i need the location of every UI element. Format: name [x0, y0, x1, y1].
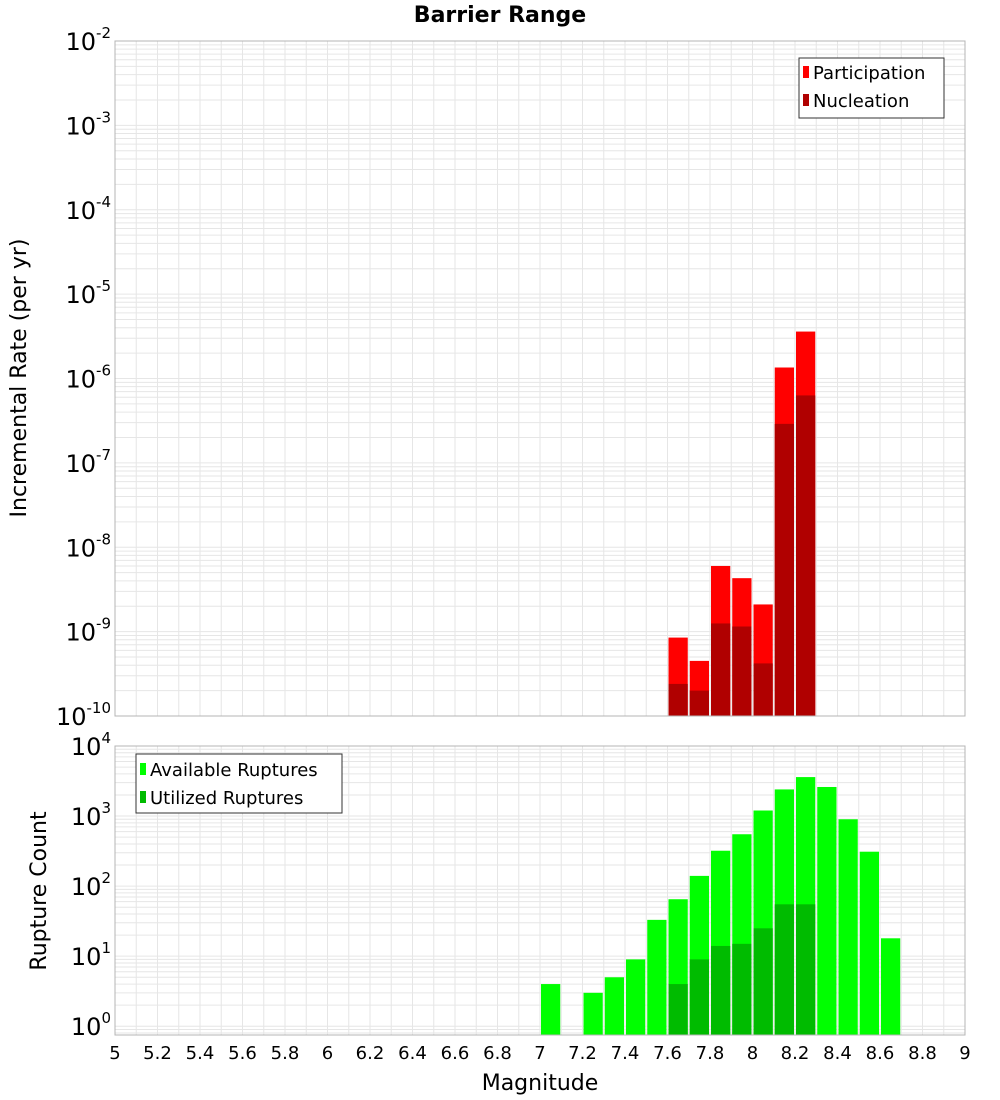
x-tick-label: 8.8: [908, 1043, 937, 1064]
x-tick-label: 6.8: [483, 1043, 512, 1064]
top-y-tick-label: 10-6: [65, 362, 111, 394]
bottom-bar-utilized-ruptures: [753, 928, 773, 1035]
legend-label-nucleation: Nucleation: [813, 91, 909, 112]
bottom-plot-frame: [114, 745, 966, 1036]
bottom-bar-available-ruptures: [541, 984, 561, 1035]
x-tick-label: 8.4: [823, 1043, 852, 1064]
bottom-y-tick-label: 101: [71, 939, 111, 971]
top-y-tick-label: 10-8: [65, 530, 111, 562]
top-y-tick-labels: 10-10 10-9 10-8 10-7 10-6 10-5 10-4 10-3 10-2: [56, 24, 111, 731]
bottom-bar-utilized-ruptures: [732, 943, 752, 1035]
top-y-tick-label: 10-4: [65, 193, 111, 225]
x-tick-label: 6.6: [441, 1043, 470, 1064]
x-tick-label: 7.2: [568, 1043, 597, 1064]
top-y-tick-label: 10-3: [65, 108, 111, 140]
bottom-bar-available-ruptures: [604, 977, 624, 1035]
bottom-bar-available-ruptures: [817, 786, 837, 1035]
legend-swatch-participation: [803, 66, 809, 78]
x-tick-label: 6.4: [398, 1043, 427, 1064]
bottom-bar-utilized-ruptures: [711, 945, 731, 1035]
top-bar-nucleation: [711, 623, 731, 716]
top-plot-bars: [668, 331, 816, 716]
top-y-tick-label: 10-10: [56, 699, 111, 731]
legend-swatch-available: [140, 763, 146, 775]
top-bar-nucleation: [689, 690, 709, 716]
bottom-bar-available-ruptures: [859, 851, 879, 1035]
x-tick-label: 7.4: [611, 1043, 640, 1064]
bottom-y-axis-title: Rupture Count: [27, 811, 52, 971]
bottom-y-tick-label: 104: [71, 729, 111, 761]
top-legend: Participation Nucleation: [798, 57, 945, 119]
x-tick-label: 7.6: [653, 1043, 682, 1064]
x-tick-label: 8.6: [866, 1043, 895, 1064]
bottom-bar-available-ruptures: [647, 919, 667, 1035]
x-tick-labels: 5 5.2 5.4 5.6 5.8 6 6.2 6.4 6.6 6.8 7 7.2 7.4 7.6 7.8 8…: [109, 1043, 970, 1064]
legend-swatch-nucleation: [803, 94, 809, 106]
top-bar-nucleation: [732, 626, 752, 716]
bottom-y-tick-label: 103: [71, 799, 111, 831]
bottom-bar-available-ruptures: [881, 938, 901, 1035]
top-y-tick-label: 10-9: [65, 615, 111, 647]
x-tick-label: 5.8: [271, 1043, 300, 1064]
bottom-bar-available-ruptures: [583, 992, 603, 1035]
bottom-legend: Available Ruptures Utilized Ruptures: [135, 753, 343, 814]
x-tick-label: 5.6: [228, 1043, 257, 1064]
x-tick-label: 6.2: [356, 1043, 385, 1064]
x-tick-label: 9: [959, 1043, 970, 1064]
legend-label-participation: Participation: [813, 63, 925, 84]
top-y-tick-label: 10-7: [65, 446, 111, 478]
bottom-y-tick-label: 100: [71, 1009, 111, 1041]
x-tick-label: 5.4: [186, 1043, 215, 1064]
x-tick-label: 7.8: [696, 1043, 725, 1064]
bottom-y-tick-labels: 100 101 102 103 104: [71, 729, 111, 1041]
x-tick-label: 7: [534, 1043, 545, 1064]
bottom-bar-utilized-ruptures: [774, 904, 794, 1035]
bottom-bar-utilized-ruptures: [668, 984, 688, 1035]
x-tick-label: 8: [747, 1043, 758, 1064]
bottom-legend-box: [135, 753, 343, 814]
top-y-axis-title: Incremental Rate (per yr): [7, 239, 32, 518]
x-tick-label: 5: [109, 1043, 120, 1064]
legend-label-utilized: Utilized Ruptures: [150, 788, 303, 809]
top-y-tick-label: 10-2: [65, 24, 111, 56]
top-plot-frame: [114, 40, 966, 717]
top-y-tick-label: 10-5: [65, 277, 111, 309]
chart-title: Barrier Range: [414, 3, 586, 28]
bottom-bar-utilized-ruptures: [689, 959, 709, 1035]
legend-label-available: Available Ruptures: [150, 760, 318, 781]
top-bar-nucleation: [774, 423, 794, 716]
top-bar-nucleation: [796, 395, 816, 716]
x-axis-title: Magnitude: [482, 1071, 599, 1096]
bottom-bar-available-ruptures: [838, 819, 858, 1035]
bottom-plot-bars: [541, 777, 901, 1035]
legend-swatch-utilized: [140, 791, 146, 803]
bottom-bar-available-ruptures: [626, 959, 646, 1035]
top-plot-grid: [114, 40, 966, 717]
bottom-y-tick-label: 102: [71, 869, 111, 901]
top-bar-nucleation: [753, 663, 773, 716]
top-legend-box: [798, 57, 945, 119]
top-bar-nucleation: [668, 683, 688, 716]
x-tick-label: 8.2: [781, 1043, 810, 1064]
x-tick-label: 5.2: [143, 1043, 172, 1064]
bottom-bar-utilized-ruptures: [796, 904, 816, 1035]
x-tick-label: 6: [322, 1043, 333, 1064]
